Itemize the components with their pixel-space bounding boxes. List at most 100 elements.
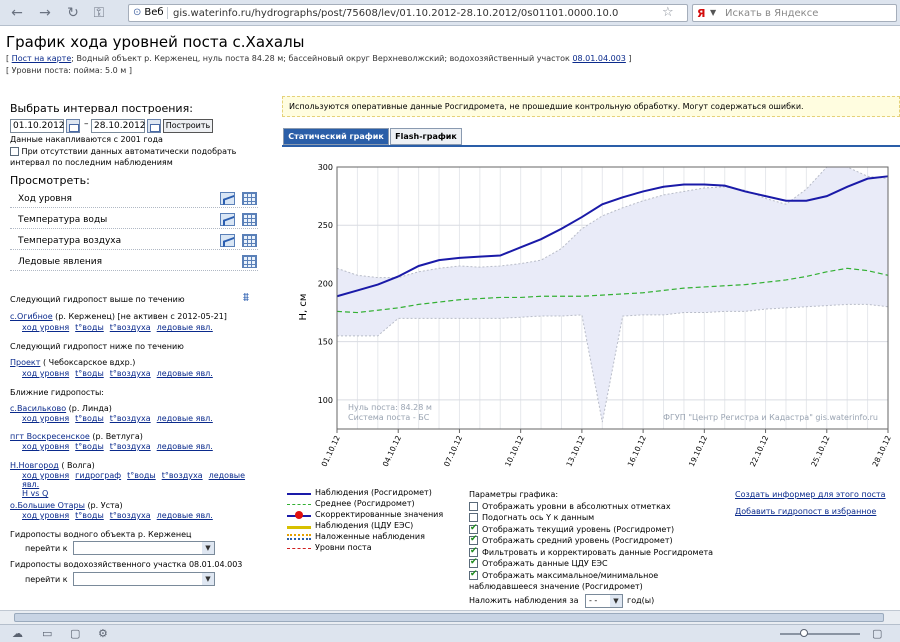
build-button[interactable]: Построить <box>163 119 213 133</box>
link-level[interactable]: ход уровня <box>22 323 70 332</box>
area-gauge-select[interactable] <box>73 572 215 586</box>
settings-icon[interactable]: ⚙ <box>98 627 108 640</box>
link-h-vs-q[interactable]: H vs Q <box>22 489 49 498</box>
auto-note-row: При отсутствии данных автоматически подо… <box>10 146 260 168</box>
link-air-temp[interactable]: t°воздуха <box>109 369 151 378</box>
near-link-1[interactable]: с.Васильково <box>10 404 67 413</box>
link-water-temp[interactable]: t°воды <box>75 323 104 332</box>
x-tick-label: 13.10.12 <box>564 434 586 468</box>
auto-checkbox[interactable] <box>10 147 19 156</box>
legend-item-corrected: Скорректированные значения <box>285 510 465 521</box>
checkbox[interactable] <box>469 546 478 557</box>
overlay-row: Наложить наблюдения за - - год(ы) <box>469 593 734 608</box>
checkbox[interactable] <box>469 513 478 522</box>
table-icon[interactable] <box>242 255 257 268</box>
chart-icon[interactable] <box>220 213 235 226</box>
object-gauge-select[interactable] <box>73 541 215 555</box>
link-water-temp[interactable]: t°воды <box>75 414 104 423</box>
chart-area: 100 150 200 250 300 01.10.12 04.10.12 07.10.12 1… <box>282 145 900 487</box>
param-maxmin-cont: наблюдавшееся значение (Росгидромет) <box>469 582 643 591</box>
annotation-credit: ФГУП "Центр Регистра и Кадастра" gis.wat… <box>663 413 878 422</box>
x-tick-label: 04.10.12 <box>381 434 403 468</box>
search-bar[interactable]: Я ▼ Искать в Яндексе <box>692 4 897 22</box>
add-favorite-link[interactable]: Добавить гидропост в избранное <box>735 507 877 516</box>
forward-icon[interactable]: → <box>39 5 51 21</box>
link-water-temp[interactable]: t°воды <box>127 471 156 480</box>
url-text[interactable]: gis.waterinfo.ru/hydrographs/post/75608/… <box>173 8 619 19</box>
legend-item-mean: Среднее (Росгидромет) <box>285 499 465 510</box>
zoom-icon[interactable]: ▢ <box>872 627 883 640</box>
chart-icon[interactable] <box>220 192 235 205</box>
address-bar[interactable]: Веб gis.waterinfo.ru/hydrographs/post/75… <box>128 4 688 22</box>
tab-static-chart[interactable]: Статический график <box>283 128 389 145</box>
link-ice[interactable]: ледовые явл. <box>156 323 213 332</box>
near-link-2[interactable]: пгт Воскресенское <box>10 432 90 441</box>
checkbox[interactable] <box>469 569 478 580</box>
checkbox[interactable] <box>469 501 478 511</box>
link-ice[interactable]: ледовые явл. <box>156 369 213 378</box>
param-label: Отображать средний уровень (Росгидромет) <box>482 536 673 545</box>
checkbox[interactable] <box>469 557 478 568</box>
checkbox[interactable] <box>469 523 478 534</box>
link-ice[interactable]: ледовые явл. <box>156 414 213 423</box>
link-air-temp[interactable]: t°воздуха <box>109 323 151 332</box>
x-tick-label: 10.10.12 <box>503 434 525 468</box>
back-icon[interactable]: ← <box>11 5 23 21</box>
chart-icon[interactable] <box>220 234 235 247</box>
overlay-years-select[interactable]: - - <box>585 593 623 608</box>
link-water-temp[interactable]: t°воды <box>75 369 104 378</box>
tab-flash-chart[interactable]: Flash-график <box>390 128 462 145</box>
zoom-slider-track[interactable] <box>780 633 860 635</box>
object-gauges-title: Гидропосты водного объекта р. Керженец <box>10 530 192 539</box>
link-ice[interactable]: ледовые явл. <box>156 442 213 451</box>
link-level[interactable]: ход уровня <box>22 511 70 520</box>
key-icon[interactable]: ⚿ <box>93 5 105 21</box>
bookmark-star-icon[interactable]: ☆ <box>662 5 674 20</box>
link-air-temp[interactable]: t°воздуха <box>109 511 151 520</box>
date-to-input[interactable]: 28.10.2012 <box>91 119 146 133</box>
area-link[interactable]: 08.01.04.003 <box>572 54 626 63</box>
create-informer-link[interactable]: Создать информер для этого поста <box>735 490 886 499</box>
annotation-system: Система поста - БС <box>348 413 430 422</box>
date-from-input[interactable]: 01.10.2012 <box>10 119 65 133</box>
near-link-3[interactable]: Н.Новгород <box>10 461 59 470</box>
right-links: Создать информер для этого поста Добавит… <box>735 490 886 524</box>
link-air-temp[interactable]: t°воздуха <box>161 471 203 480</box>
downstream-sublinks: ход уровня t°воды t°воздуха ледовые явл. <box>22 369 272 378</box>
map-link[interactable]: Пост на карте <box>11 54 72 63</box>
link-level[interactable]: ход уровня <box>22 369 70 378</box>
upstream-link[interactable]: с.Огибное <box>10 312 53 321</box>
link-level[interactable]: ход уровня <box>22 414 70 423</box>
window-icon[interactable]: ▭ <box>42 627 53 640</box>
checkbox[interactable] <box>469 534 478 545</box>
link-ice[interactable]: ледовые явл. <box>156 511 213 520</box>
link-air-temp[interactable]: t°воздуха <box>109 414 151 423</box>
cloud-icon[interactable]: ☁ <box>12 627 23 640</box>
table-icon[interactable] <box>242 234 257 247</box>
downstream-link[interactable]: Проект <box>10 358 41 367</box>
link-air-temp[interactable]: t°воздуха <box>109 442 151 451</box>
near-gauge-4: о.Большие Отары (р. Уста) <box>10 501 260 510</box>
chevron-down-icon[interactable]: ▼ <box>710 8 717 17</box>
near-link-4[interactable]: о.Большие Отары <box>10 501 85 510</box>
page-icon[interactable]: ▢ <box>70 627 81 640</box>
plot-frame <box>336 166 889 430</box>
link-level[interactable]: ход уровня <box>22 471 70 480</box>
table-icon[interactable] <box>242 192 257 205</box>
table-icon[interactable] <box>242 213 257 226</box>
link-level[interactable]: ход уровня <box>22 442 70 451</box>
param-label: Отображать данные ЦДУ ЕЭС <box>482 559 608 568</box>
chart-series <box>336 175 889 314</box>
reload-icon[interactable]: ↻ <box>67 5 79 21</box>
calendar-icon[interactable] <box>66 119 80 133</box>
link-water-temp[interactable]: t°воды <box>75 511 104 520</box>
x-tick-label: 28.10.12 <box>871 434 893 468</box>
calendar-icon[interactable] <box>147 119 161 133</box>
link-ice[interactable]: ледовые явл. <box>22 471 246 489</box>
horizontal-scrollbar[interactable] <box>0 610 900 624</box>
scroll-thumb[interactable] <box>14 613 884 622</box>
zoom-slider-handle[interactable] <box>800 629 808 637</box>
link-water-temp[interactable]: t°воды <box>75 442 104 451</box>
search-input[interactable]: Искать в Яндексе <box>725 8 819 19</box>
link-hydrograph[interactable]: гидрограф <box>75 471 122 480</box>
